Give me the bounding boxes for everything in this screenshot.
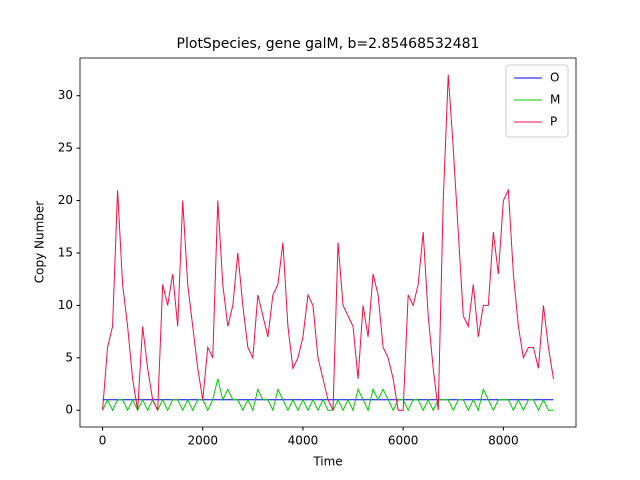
y-tick-label: 5 (65, 350, 73, 364)
legend-box (505, 64, 569, 138)
x-tick-label: 8000 (488, 434, 519, 448)
x-tick-label: 4000 (288, 434, 319, 448)
legend-label: M (550, 93, 560, 107)
y-tick-label: 25 (58, 141, 73, 155)
y-tick-label: 30 (58, 88, 73, 102)
plot-frame (79, 57, 577, 428)
legend-label: P (550, 115, 557, 129)
series-line (102, 378, 554, 412)
y-tick-label: 20 (58, 193, 73, 207)
x-axis-label: Time (312, 455, 342, 469)
y-tick-label: 10 (58, 298, 73, 312)
x-tick-label: 6000 (388, 434, 419, 448)
legend-label: O (550, 71, 559, 85)
y-tick-label: 15 (58, 245, 73, 259)
y-tick-label: 0 (65, 403, 73, 417)
y-axis-label: Copy Number (33, 201, 47, 284)
chart-title: PlotSpecies, gene galM, b=2.85468532481 (177, 36, 480, 52)
x-tick-label: 2000 (187, 434, 218, 448)
series-line (102, 74, 554, 411)
x-tick-label: 0 (99, 434, 107, 448)
